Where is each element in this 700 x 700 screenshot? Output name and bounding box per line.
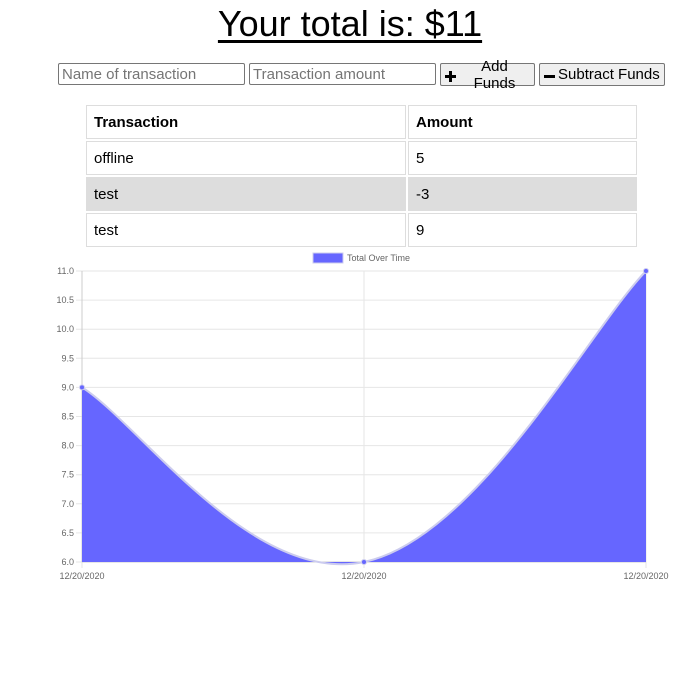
x-tick-label: 12/20/2020: [59, 571, 104, 581]
x-tick-label: 12/20/2020: [623, 571, 668, 581]
y-tick-label: 11.0: [57, 266, 74, 276]
transaction-name: test: [86, 177, 406, 211]
transaction-name: offline: [86, 141, 406, 175]
y-tick-label: 6.5: [61, 528, 74, 538]
minus-icon: [544, 69, 555, 80]
y-tick-label: 9.0: [61, 382, 74, 392]
data-point: [79, 384, 85, 391]
transactions-table: Transaction Amount offline 5 test -3 tes…: [84, 103, 639, 249]
header-amount: Amount: [408, 105, 637, 139]
plus-icon: [445, 69, 456, 82]
transaction-name-input[interactable]: [58, 63, 245, 85]
add-funds-label: Add Funds: [473, 57, 516, 92]
table-row: test -3: [86, 177, 637, 211]
x-tick-label: 12/20/2020: [341, 571, 386, 581]
y-tick-label: 7.5: [61, 470, 74, 480]
subtract-funds-label: Subtract Funds: [558, 66, 660, 83]
data-point: [361, 559, 367, 565]
transaction-amount-input[interactable]: [249, 63, 436, 85]
y-tick-label: 7.0: [61, 499, 74, 509]
legend-swatch: [312, 252, 344, 264]
table-row: test 9: [86, 213, 637, 247]
transaction-amount: -3: [408, 177, 637, 211]
table-row: offline 5: [86, 141, 637, 175]
header-transaction: Transaction: [86, 105, 406, 139]
y-tick-label: 6.0: [61, 557, 74, 567]
data-point: [643, 268, 649, 274]
y-tick-label: 8.0: [61, 441, 74, 451]
total-heading: Your total is: $11: [0, 2, 700, 46]
transaction-amount: 9: [408, 213, 637, 247]
subtract-funds-button[interactable]: Subtract Funds: [539, 63, 665, 86]
y-tick-label: 9.5: [61, 353, 74, 363]
total-label: Your total is: $11: [217, 3, 483, 44]
series-area: [82, 271, 646, 565]
y-tick-label: 8.5: [61, 412, 74, 422]
add-funds-button[interactable]: Add Funds: [440, 58, 535, 92]
legend-label: Total Over Time: [347, 253, 410, 263]
y-tick-label: 10.0: [56, 324, 74, 334]
total-over-time-chart: 6.0 6.5 7.0 7.5 8.0 8.5 9.0 9.5 10.0 10.5 11.0 12/2…: [56, 252, 669, 581]
transaction-name: test: [86, 213, 406, 247]
transaction-amount: 5: [408, 141, 637, 175]
y-tick-label: 10.5: [56, 295, 74, 305]
table-header-row: Transaction Amount: [86, 105, 637, 139]
